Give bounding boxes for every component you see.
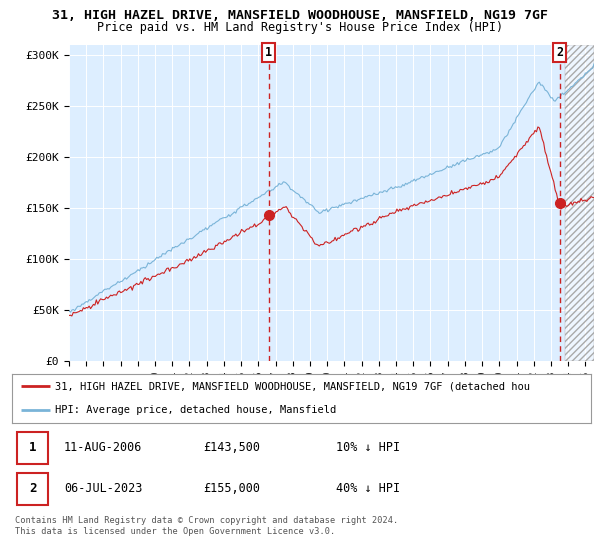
Text: Contains HM Land Registry data © Crown copyright and database right 2024.
This d: Contains HM Land Registry data © Crown c… [15,516,398,536]
FancyBboxPatch shape [17,432,49,464]
Text: 1: 1 [265,46,272,59]
Text: 1: 1 [29,441,37,454]
Text: 31, HIGH HAZEL DRIVE, MANSFIELD WOODHOUSE, MANSFIELD, NG19 7GF (detached hou: 31, HIGH HAZEL DRIVE, MANSFIELD WOODHOUS… [55,381,530,391]
Text: 40% ↓ HPI: 40% ↓ HPI [336,482,400,496]
Text: 31, HIGH HAZEL DRIVE, MANSFIELD WOODHOUSE, MANSFIELD, NG19 7GF: 31, HIGH HAZEL DRIVE, MANSFIELD WOODHOUS… [52,9,548,22]
FancyBboxPatch shape [17,473,49,505]
Text: Price paid vs. HM Land Registry's House Price Index (HPI): Price paid vs. HM Land Registry's House … [97,21,503,34]
Text: 11-AUG-2006: 11-AUG-2006 [64,441,142,454]
Text: £155,000: £155,000 [203,482,260,496]
Text: 2: 2 [556,46,563,59]
Text: 06-JUL-2023: 06-JUL-2023 [64,482,142,496]
Text: 10% ↓ HPI: 10% ↓ HPI [336,441,400,454]
Text: HPI: Average price, detached house, Mansfield: HPI: Average price, detached house, Mans… [55,405,337,415]
Text: 2: 2 [29,482,37,496]
Text: £143,500: £143,500 [203,441,260,454]
